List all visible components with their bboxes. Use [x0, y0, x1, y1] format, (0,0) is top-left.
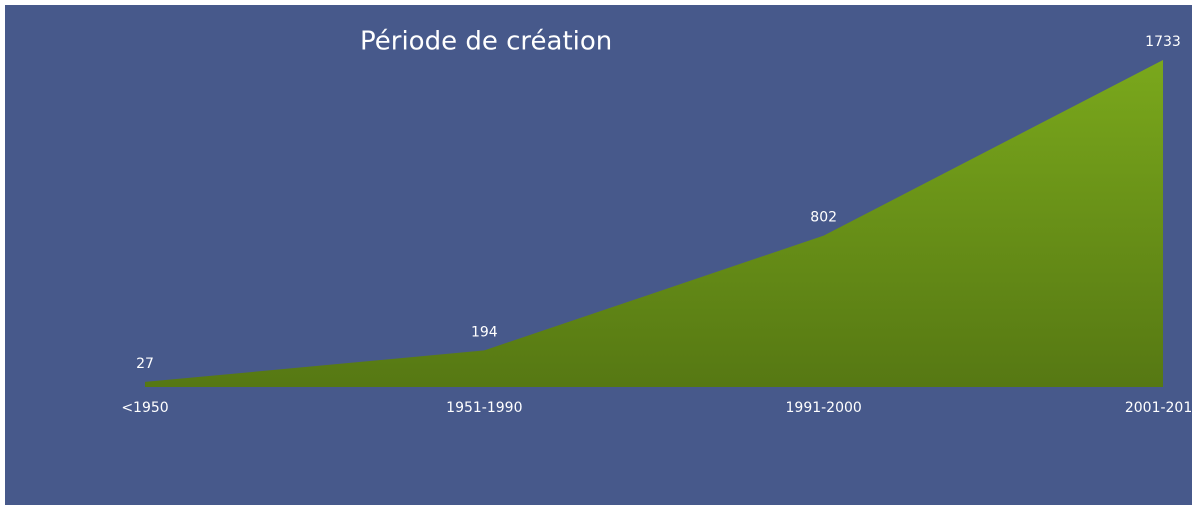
data-label: 194 [471, 324, 498, 340]
x-tick-label: 2001-2010 [1125, 400, 1192, 416]
data-label: 1733 [1145, 34, 1181, 50]
chart-title: Période de création [360, 27, 612, 57]
x-tick-label: 1991-2000 [786, 400, 862, 416]
x-tick-label: 1951-1990 [446, 400, 522, 416]
area [145, 60, 1163, 387]
x-tick-label: <1950 [121, 400, 168, 416]
data-label: 802 [810, 210, 837, 226]
data-label: 27 [136, 356, 154, 372]
